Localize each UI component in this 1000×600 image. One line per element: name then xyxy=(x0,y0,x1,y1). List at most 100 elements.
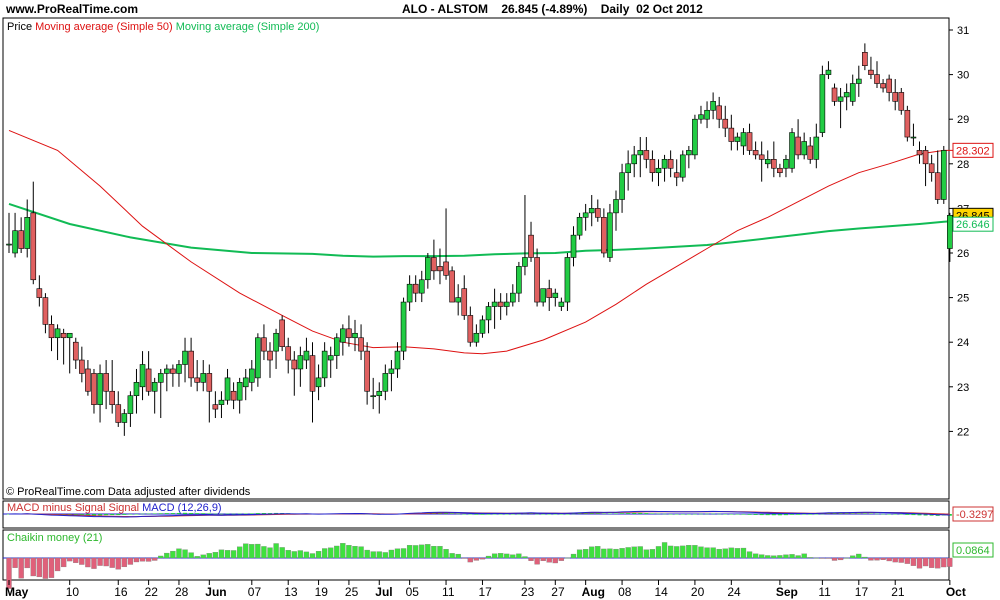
chaikin-bar xyxy=(947,557,953,567)
candle xyxy=(151,377,158,414)
macd-hist-bar xyxy=(146,513,151,515)
macd-hist-bar xyxy=(110,514,115,516)
macd-hist-bar xyxy=(456,513,461,515)
macd-hist-bar xyxy=(783,514,788,516)
candle xyxy=(643,137,650,169)
x-tick-label: 27 xyxy=(551,585,565,599)
chaikin-bar xyxy=(400,548,407,559)
candle-body xyxy=(133,382,140,397)
candle-body xyxy=(625,163,631,174)
macd-hist-bar xyxy=(614,513,618,514)
candle xyxy=(218,391,225,419)
candle-body xyxy=(795,136,801,156)
candle xyxy=(734,132,741,151)
candle xyxy=(485,302,492,334)
candle-body xyxy=(904,109,911,138)
candle xyxy=(18,217,24,253)
macd-hist-bar xyxy=(826,513,831,514)
candle xyxy=(273,328,279,369)
chaikin-bar xyxy=(595,546,601,559)
macd-hist-bar xyxy=(735,514,740,515)
macd-hist-bar xyxy=(686,514,691,515)
macd-hist-bar xyxy=(529,513,534,515)
candle xyxy=(904,105,911,142)
price-panel[interactable] xyxy=(2,17,950,500)
chaikin-bar xyxy=(510,554,516,559)
candle xyxy=(522,195,528,276)
candle-body xyxy=(874,74,880,84)
chaikin-bar xyxy=(115,557,121,570)
candle xyxy=(394,342,401,378)
chaikin-bar xyxy=(273,543,279,559)
candle xyxy=(491,288,498,329)
candle xyxy=(333,333,340,369)
candle xyxy=(819,65,826,138)
candle-body xyxy=(267,350,273,361)
candle-body xyxy=(607,212,613,258)
macd-hist-bar xyxy=(268,513,273,514)
chaikin-bar xyxy=(194,556,200,559)
footnote: © ProRealTime.com Data adjusted after di… xyxy=(6,486,251,498)
candle xyxy=(48,315,55,352)
candle xyxy=(437,248,443,285)
candle xyxy=(783,154,789,178)
candle xyxy=(746,123,753,155)
candle-body xyxy=(333,337,340,356)
candle xyxy=(109,360,115,414)
chaikin-panel[interactable] xyxy=(2,529,950,581)
candle-body xyxy=(570,234,577,258)
candle xyxy=(831,83,838,106)
candle-body xyxy=(594,208,601,218)
x-tick-label: 24 xyxy=(727,585,741,599)
candle-body xyxy=(783,159,789,169)
candle-body xyxy=(837,96,844,102)
macd-hist-bar xyxy=(128,514,133,515)
macd-hist-bar xyxy=(450,513,455,514)
chaikin-bar xyxy=(686,545,692,559)
candle xyxy=(321,342,328,387)
macd-hist-bar xyxy=(201,513,206,514)
badge-text: 28.302 xyxy=(956,145,990,157)
chaikin-bar xyxy=(145,557,152,562)
chaikin-bar xyxy=(12,557,18,568)
candle-body xyxy=(18,230,24,249)
chaikin-bar xyxy=(898,557,904,563)
candle-body xyxy=(510,292,516,303)
x-tick-label: 28 xyxy=(175,585,189,599)
candle-body xyxy=(940,150,947,200)
chaikin-bar xyxy=(249,544,255,559)
chaikin-bar xyxy=(358,546,364,559)
macd-hist-bar xyxy=(261,513,266,514)
candle-body xyxy=(516,266,522,294)
candle xyxy=(940,145,947,204)
candle-body xyxy=(752,150,759,156)
candle-body xyxy=(273,332,279,352)
macd-hist-bar xyxy=(790,514,795,515)
candle xyxy=(261,324,267,361)
candle xyxy=(716,96,722,129)
chaikin-bar xyxy=(528,557,534,561)
candle xyxy=(510,284,516,307)
candle-body xyxy=(479,319,486,334)
chaikin-bar xyxy=(698,546,704,559)
macd-hist-bar xyxy=(152,513,157,514)
candle xyxy=(534,248,540,307)
candle-body xyxy=(443,261,449,276)
ma50-badge: 28.302 xyxy=(952,142,994,158)
chaikin-bar xyxy=(825,557,832,559)
candle xyxy=(267,342,273,378)
candle xyxy=(249,360,255,392)
macd-hist-bar xyxy=(656,513,661,515)
chaikin-bar xyxy=(837,557,844,561)
chaikin-bar xyxy=(340,543,346,559)
macd-hist-bar xyxy=(565,514,570,515)
candle-body xyxy=(698,114,704,120)
candle xyxy=(36,275,43,307)
candle xyxy=(698,105,704,124)
macd-hist-bar xyxy=(91,514,96,516)
macd-hist-bar xyxy=(644,513,649,514)
candle xyxy=(54,324,61,361)
candle xyxy=(406,275,413,311)
macd-hist-bar xyxy=(535,513,540,515)
candle xyxy=(892,79,899,111)
